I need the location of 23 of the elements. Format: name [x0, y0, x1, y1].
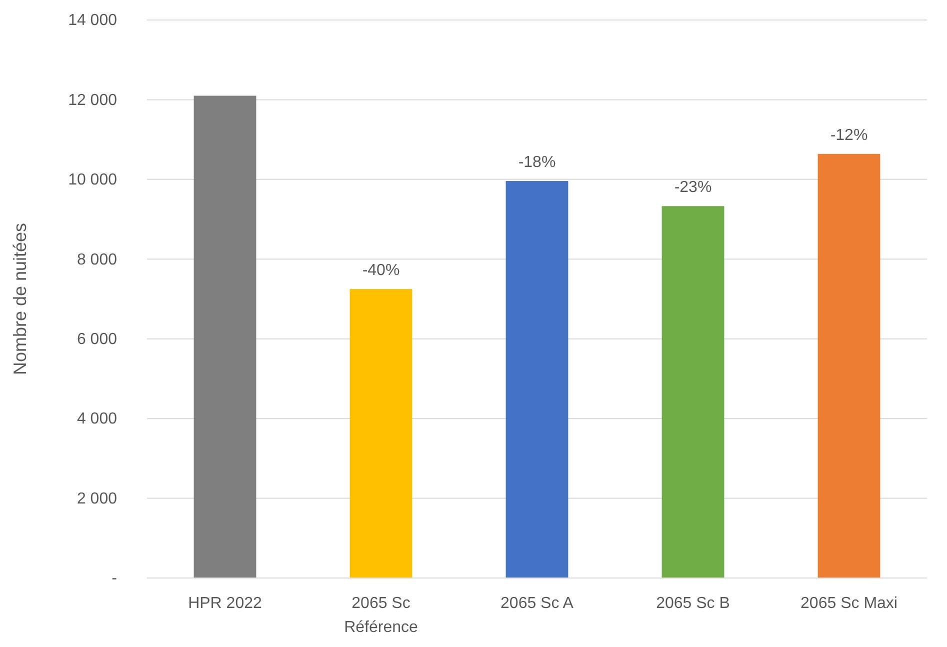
y-tick-label: 14 000: [68, 12, 118, 30]
bar: [194, 96, 256, 578]
bar: [506, 181, 568, 578]
y-tick-label: 12 000: [68, 92, 118, 109]
bar: [818, 154, 880, 578]
y-tick-label: -: [112, 570, 117, 588]
annotation: -40%: [362, 262, 400, 280]
x-tick-label: 2065 Sc Maxi: [800, 595, 898, 612]
x-tick-label: 2065 Sc Référence: [344, 595, 418, 636]
y-tick-label: 4 000: [76, 410, 118, 428]
y-tick-label: 2 000: [76, 490, 118, 508]
x-tick-label: 2065 Sc B: [656, 595, 730, 612]
x-tick-label: 2065 Sc A: [500, 595, 574, 612]
annotation: -23%: [674, 179, 712, 196]
bar: [662, 206, 724, 578]
y-tick-label: 8 000: [76, 251, 118, 268]
y-tick-label: 6 000: [76, 330, 118, 348]
annotation: -18%: [518, 154, 556, 172]
x-tick-label: HPR 2022: [188, 595, 262, 612]
annotation: -12%: [830, 126, 868, 144]
y-axis-title: Nombre de nuitées: [10, 222, 30, 376]
bar: [350, 289, 412, 578]
y-tick-label: 10 000: [68, 172, 118, 189]
